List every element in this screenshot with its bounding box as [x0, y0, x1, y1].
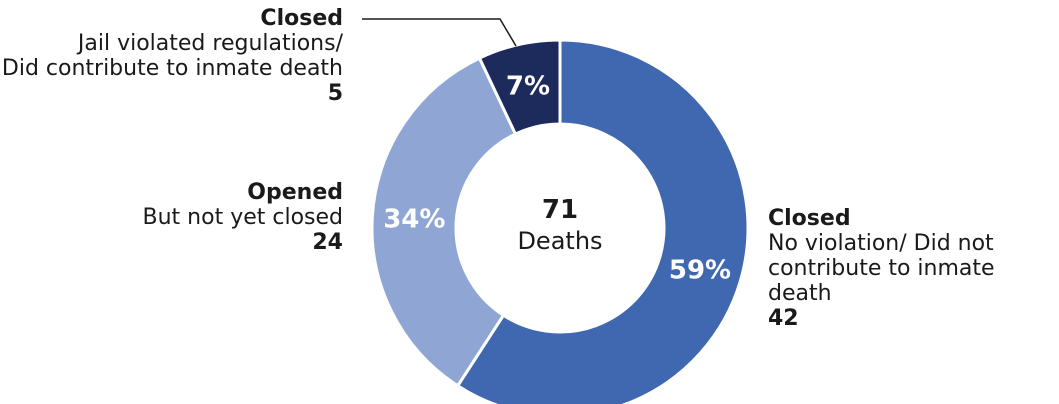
donut-slice-1 — [370, 56, 518, 388]
slice-count: 42 — [768, 306, 799, 331]
slice-title: Opened — [247, 180, 343, 205]
slice-description-line: But not yet closed — [142, 205, 343, 230]
slice-description-line: Jail violated regulations/ — [77, 31, 343, 56]
percent-label-1: 34% — [383, 204, 445, 234]
donut-slices — [370, 38, 750, 404]
slice-label-opened: Opened But not yet closed 24 — [143, 180, 343, 255]
percent-labels: 59% 34% 7% — [383, 72, 731, 286]
slice-label-closed-violation: Closed Jail violated regulations/ Did co… — [2, 6, 343, 106]
slice-description-line: contribute to inmate death — [768, 256, 995, 306]
slice-count: 5 — [327, 81, 343, 106]
slice-description-line: No violation/ Did not — [768, 231, 994, 256]
slice-label-closed-no-violation: Closed No violation/ Did not contribute … — [768, 206, 1059, 331]
center-label: Deaths — [517, 227, 602, 255]
donut-slice-2 — [477, 38, 562, 137]
slice-title: Closed — [260, 6, 343, 31]
slice-title: Closed — [768, 206, 851, 231]
slice-description-line: Did contribute to inmate death — [1, 56, 343, 81]
percent-label-2: 7% — [506, 72, 550, 102]
leader-line — [362, 18, 517, 47]
center-value: 71 — [542, 195, 578, 225]
percent-label-0: 59% — [669, 255, 731, 285]
slice-count: 24 — [312, 230, 343, 255]
donut-slice-0 — [455, 38, 750, 404]
